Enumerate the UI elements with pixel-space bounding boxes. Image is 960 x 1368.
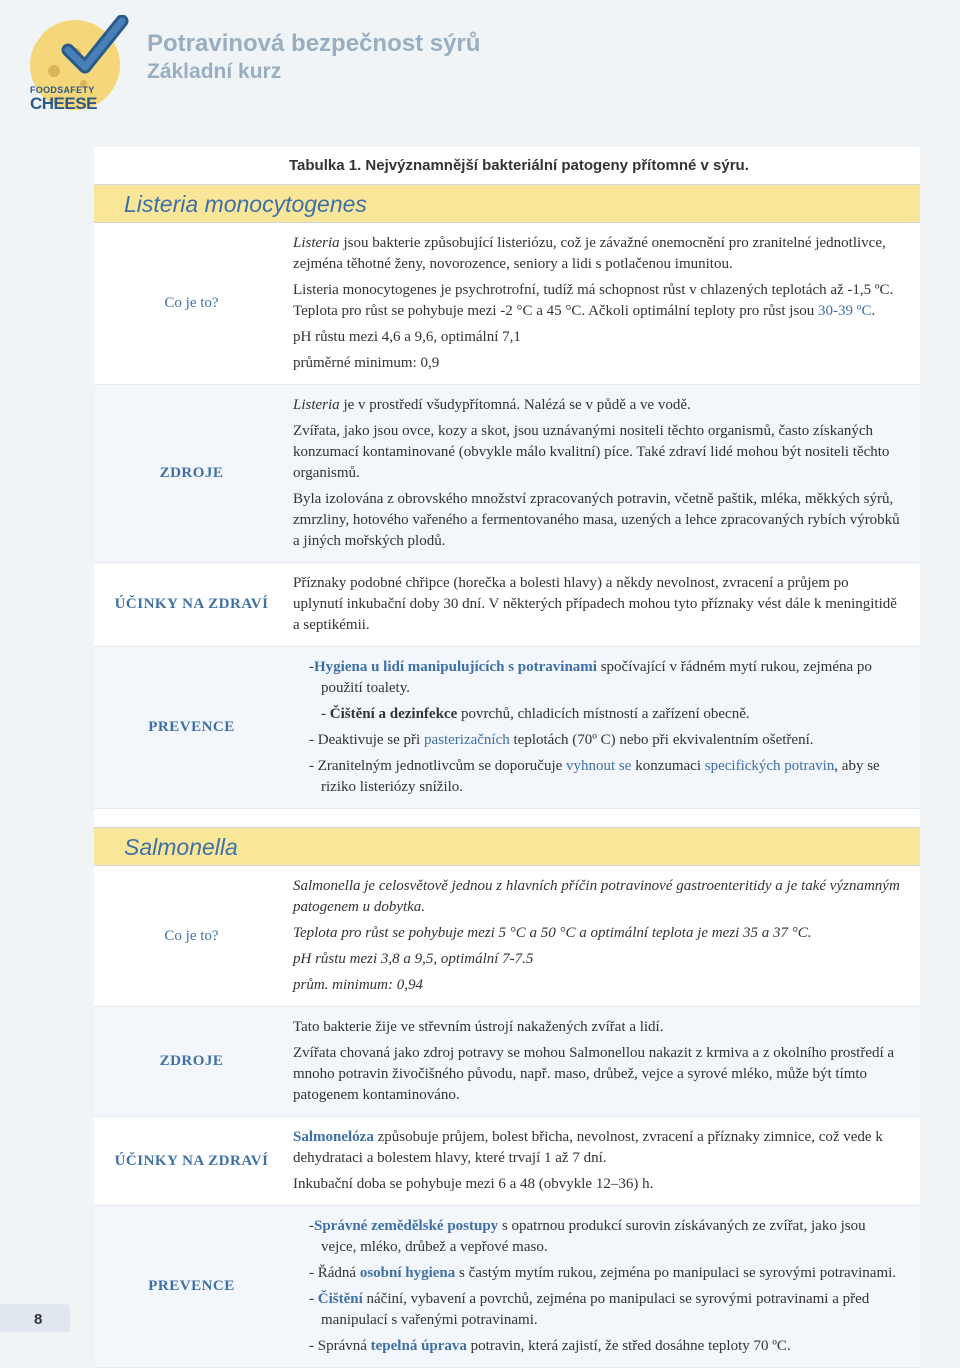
check-icon bbox=[60, 15, 130, 80]
section-header-salmonella: Salmonella bbox=[94, 827, 920, 866]
row-label-effects: ÚČINKY NA ZDRAVÍ bbox=[94, 1117, 289, 1206]
row-label-sources: ZDROJE bbox=[94, 385, 289, 563]
row-body: Tato bakterie žije ve střevním ústrojí n… bbox=[289, 1007, 920, 1117]
table-row: ÚČINKY NA ZDRAVÍ Příznaky podobné chřipc… bbox=[94, 563, 920, 647]
table-caption: Tabulka 1. Nejvýznamnější bakteriální pa… bbox=[94, 147, 920, 184]
row-body: Salmonelóza způsobuje průjem, bolest bři… bbox=[289, 1117, 920, 1206]
row-label-effects: ÚČINKY NA ZDRAVÍ bbox=[94, 563, 289, 647]
logo: FOODSAFETY CHEESE bbox=[30, 20, 135, 115]
row-body: Listeria je v prostředí všudypřítomná. N… bbox=[289, 385, 920, 563]
page-title: Potravinová bezpečnost sýrů bbox=[147, 30, 480, 58]
row-body: -Hygiena u lidí manipulujících s potravi… bbox=[289, 647, 920, 809]
content-table: Tabulka 1. Nejvýznamnější bakteriální pa… bbox=[94, 147, 920, 1368]
table-row: PREVENCE -Správné zemědělské postupy s o… bbox=[94, 1206, 920, 1368]
row-body: Salmonella je celosvětově jednou z hlavn… bbox=[289, 866, 920, 1007]
page-number: 8 bbox=[34, 1311, 42, 1328]
table-row: Co je to? Listeria jsou bakterie způsobu… bbox=[94, 223, 920, 385]
logo-text: FOODSAFETY CHEESE bbox=[30, 86, 97, 113]
page-header: FOODSAFETY CHEESE Potravinová bezpečnost… bbox=[0, 0, 960, 115]
row-body: -Správné zemědělské postupy s opatrnou p… bbox=[289, 1206, 920, 1368]
row-label-prevention: PREVENCE bbox=[94, 1206, 289, 1368]
page-subtitle: Základní kurz bbox=[147, 60, 480, 84]
table-row: ZDROJE Tato bakterie žije ve střevním ús… bbox=[94, 1007, 920, 1117]
row-label-prevention: PREVENCE bbox=[94, 647, 289, 809]
table-row: ZDROJE Listeria je v prostředí všudypřít… bbox=[94, 385, 920, 563]
row-label-what: Co je to? bbox=[94, 223, 289, 385]
table-row: Co je to? Salmonella je celosvětově jedn… bbox=[94, 866, 920, 1007]
section-spacer bbox=[94, 809, 920, 827]
row-body: Listeria jsou bakterie způsobující liste… bbox=[289, 223, 920, 385]
row-label-sources: ZDROJE bbox=[94, 1007, 289, 1117]
table-row: ÚČINKY NA ZDRAVÍ Salmonelóza způsobuje p… bbox=[94, 1117, 920, 1206]
section-header-listeria: Listeria monocytogenes bbox=[94, 184, 920, 223]
table-row: PREVENCE -Hygiena u lidí manipulujících … bbox=[94, 647, 920, 809]
row-body: Příznaky podobné chřipce (horečka a bole… bbox=[289, 563, 920, 647]
logo-line2: CHEESE bbox=[30, 95, 97, 113]
row-label-what: Co je to? bbox=[94, 866, 289, 1007]
